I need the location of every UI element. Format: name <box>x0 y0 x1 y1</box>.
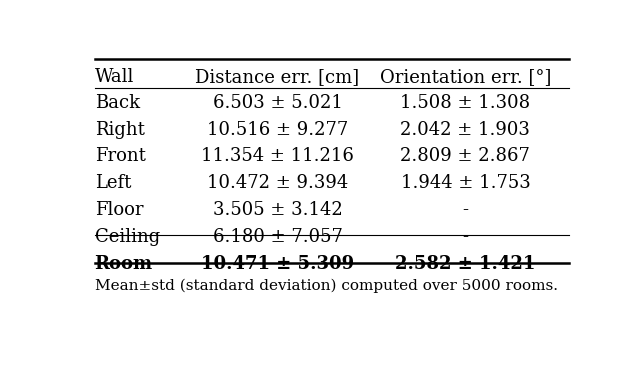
Text: Mean±std (standard deviation) computed over 5000 rooms.: Mean±std (standard deviation) computed o… <box>96 279 558 293</box>
Text: Wall: Wall <box>94 68 134 86</box>
Text: 3.505 ± 3.142: 3.505 ± 3.142 <box>212 201 343 219</box>
Text: Floor: Floor <box>94 201 143 219</box>
Text: 11.354 ± 11.216: 11.354 ± 11.216 <box>201 147 354 165</box>
Text: 10.472 ± 9.394: 10.472 ± 9.394 <box>207 174 348 192</box>
Text: -: - <box>463 201 468 219</box>
Text: Right: Right <box>94 121 144 139</box>
Text: 10.516 ± 9.277: 10.516 ± 9.277 <box>207 121 348 139</box>
Text: Orientation err. [°]: Orientation err. [°] <box>380 68 551 86</box>
Text: Back: Back <box>94 94 140 112</box>
Text: 2.042 ± 1.903: 2.042 ± 1.903 <box>401 121 530 139</box>
Text: Left: Left <box>94 174 131 192</box>
Text: Ceiling: Ceiling <box>94 228 160 246</box>
Text: 2.582 ± 1.421: 2.582 ± 1.421 <box>395 255 536 273</box>
Text: 6.503 ± 5.021: 6.503 ± 5.021 <box>212 94 343 112</box>
Text: 2.809 ± 2.867: 2.809 ± 2.867 <box>401 147 530 165</box>
Text: 1.508 ± 1.308: 1.508 ± 1.308 <box>401 94 530 112</box>
Text: 10.471 ± 5.309: 10.471 ± 5.309 <box>201 255 354 273</box>
Text: 1.944 ± 1.753: 1.944 ± 1.753 <box>401 174 530 192</box>
Text: Front: Front <box>94 147 145 165</box>
Text: Distance err. [cm]: Distance err. [cm] <box>195 68 360 86</box>
Text: -: - <box>463 228 468 246</box>
Text: 6.180 ± 7.057: 6.180 ± 7.057 <box>212 228 343 246</box>
Text: Room: Room <box>94 255 152 273</box>
